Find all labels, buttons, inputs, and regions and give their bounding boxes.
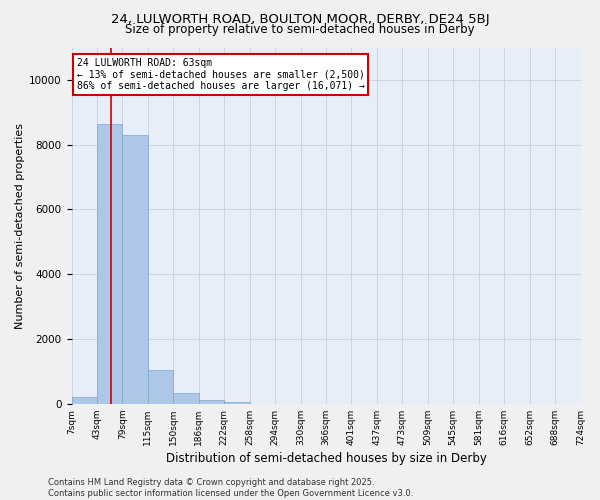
Y-axis label: Number of semi-detached properties: Number of semi-detached properties xyxy=(15,122,25,328)
Bar xyxy=(173,393,199,404)
Text: Size of property relative to semi-detached houses in Derby: Size of property relative to semi-detach… xyxy=(125,22,475,36)
Bar xyxy=(97,124,122,404)
Text: 24 LULWORTH ROAD: 63sqm
← 13% of semi-detached houses are smaller (2,500)
86% of: 24 LULWORTH ROAD: 63sqm ← 13% of semi-de… xyxy=(77,58,364,92)
Bar xyxy=(148,370,173,404)
Bar xyxy=(199,400,224,404)
Bar xyxy=(71,398,97,404)
X-axis label: Distribution of semi-detached houses by size in Derby: Distribution of semi-detached houses by … xyxy=(166,452,487,465)
Text: 24, LULWORTH ROAD, BOULTON MOOR, DERBY, DE24 5BJ: 24, LULWORTH ROAD, BOULTON MOOR, DERBY, … xyxy=(110,12,490,26)
Bar xyxy=(122,135,148,404)
Bar xyxy=(224,402,250,404)
Text: Contains HM Land Registry data © Crown copyright and database right 2025.
Contai: Contains HM Land Registry data © Crown c… xyxy=(48,478,413,498)
